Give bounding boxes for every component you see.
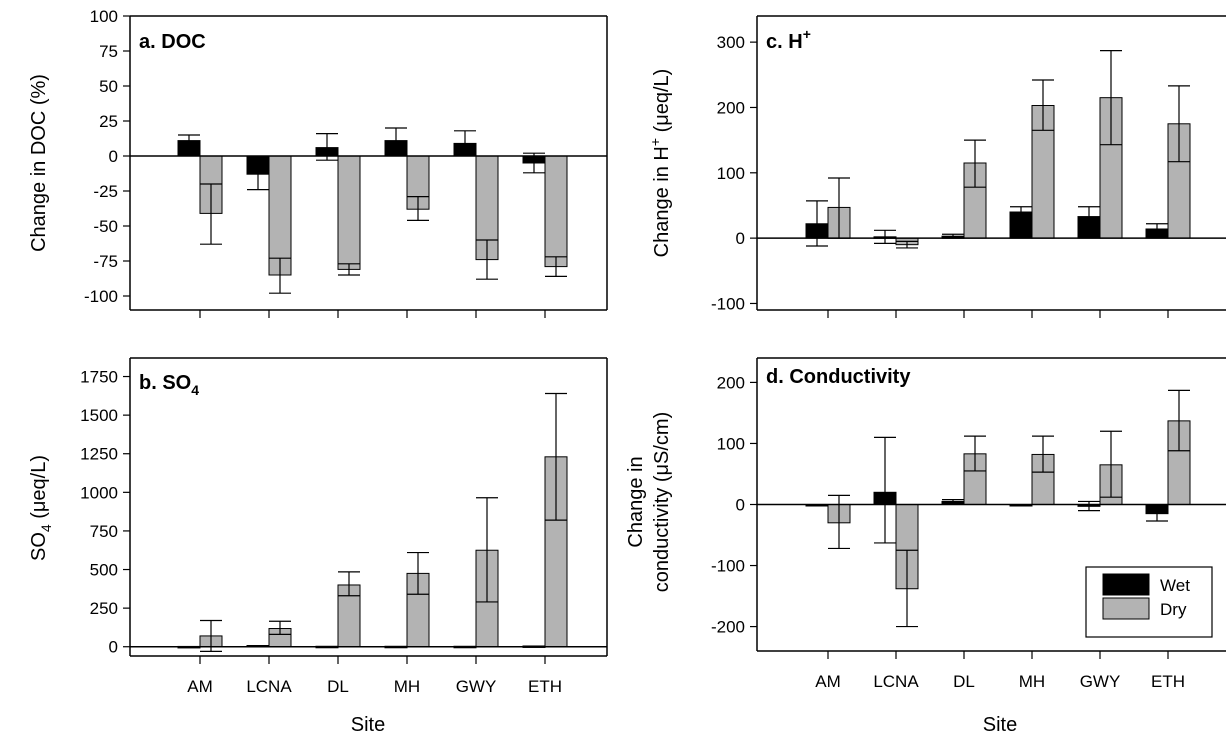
x-axis-title-left: Site — [351, 714, 385, 733]
panel-b-xtick-label: GWY — [456, 677, 497, 696]
panel-b-xtick-label: AM — [187, 677, 213, 696]
panel-a-ytick-label: 75 — [99, 42, 118, 61]
panel-c-title-main: H — [788, 31, 802, 53]
panel-b-ytick-label: 0 — [109, 638, 118, 657]
legend-label-dry: Dry — [1160, 600, 1187, 619]
panel-c-ylabel-text: Change in H+ (μeq/L) — [647, 69, 673, 258]
panel-c-ytick-label: 100 — [717, 164, 745, 183]
panel-d: 200 100 0 -100 -200 AM LCNA DL MH GWY ETH d. Condu… — [625, 357, 1226, 733]
panel-d-xtick-label: MH — [1019, 672, 1045, 691]
panel-c-title: c. H+ — [766, 26, 811, 53]
panel-a-ytick-label: -50 — [93, 217, 118, 236]
x-axis-title-right: Site — [983, 714, 1017, 733]
panel-d-ytick-label: 100 — [717, 434, 745, 453]
legend-swatch-wet — [1102, 573, 1150, 596]
panel-b-ylabel: SO4 (μeq/L) — [28, 455, 54, 561]
panel-a: 100 75 50 25 0 -25 -50 -75 -100 a. DOC Change in… — [28, 7, 608, 318]
panel-a-title-main: DOC — [161, 31, 205, 53]
panel-a-ytick-label: -75 — [93, 252, 118, 271]
panel-b-xtick-label: DL — [327, 677, 349, 696]
panel-b-ytick-label: 1250 — [80, 445, 118, 464]
panel-a-title: a. DOC — [139, 31, 206, 53]
panel-b-title-sub: 4 — [191, 382, 199, 398]
panel-b-title: b. SO4 — [139, 372, 199, 398]
panel-a-bar-dry — [337, 155, 361, 270]
panel-a-ytick-label: 100 — [90, 7, 118, 26]
panel-d-title-main: Conductivity — [789, 366, 911, 388]
panel-b-ytick-label: 750 — [90, 522, 118, 541]
legend-label-wet: Wet — [1160, 576, 1190, 595]
panel-c-title-prefix: c. — [766, 31, 788, 53]
panel-d-ylabel-line1: Change in — [625, 456, 647, 547]
panel-d-ylabel-line2: conductivity (μS/cm) — [651, 412, 673, 592]
panel-d-ytick-label: -100 — [711, 557, 745, 576]
panel-a-ytick-label: 0 — [109, 147, 118, 166]
panel-a-ytick-label: -25 — [93, 182, 118, 201]
panel-b-ytick-label: 250 — [90, 599, 118, 618]
panel-d-title: d. Conductivity — [766, 366, 911, 388]
panel-d-ytick-label: -200 — [711, 618, 745, 637]
panel-a-ytick-label: 50 — [99, 77, 118, 96]
panel-a-bar-dry — [544, 155, 568, 268]
panel-a-ytick-label: 25 — [99, 112, 118, 131]
panel-b-title-prefix: b. — [139, 372, 162, 394]
panel-a-bar-dry — [268, 155, 292, 276]
panel-b-ytick-label: 1500 — [80, 406, 118, 425]
panel-a-ytick-label: -100 — [84, 287, 118, 306]
panel-c-ylabel: Change in H+ (μeq/L) — [647, 69, 673, 258]
panel-a-title-prefix: a. — [139, 31, 161, 53]
legend-swatch-dry — [1102, 597, 1150, 620]
panel-b-xtick-label: ETH — [528, 677, 562, 696]
panel-b-ytick-label: 1000 — [80, 483, 118, 502]
panel-d-xtick-label: DL — [953, 672, 975, 691]
panel-d-xtick-label: GWY — [1080, 672, 1121, 691]
panel-c-title-sup: + — [803, 26, 811, 42]
legend: Wet Dry — [1085, 566, 1213, 638]
panel-b-title-main: SO — [162, 372, 191, 394]
panel-b-ytick-label: 1750 — [80, 368, 118, 387]
panel-a-marks: 100 75 50 25 0 -25 -50 -75 -100 — [84, 7, 608, 318]
panel-a-ylabel: Change in DOC (%) — [28, 74, 50, 252]
panel-d-ytick-label: 0 — [736, 496, 745, 515]
panel-b-ylabel-text: SO4 (μeq/L) — [28, 455, 54, 561]
panel-c-ytick-label: 200 — [717, 98, 745, 117]
panel-c-marks: 300 200 100 0 -100 — [711, 15, 1226, 318]
panel-b: 1750 1500 1250 1000 750 500 250 0 AM LCNA DL MH GWY E… — [28, 357, 608, 733]
panel-c: 300 200 100 0 -100 c. H+ Change in H+ (μeq/L… — [647, 15, 1226, 318]
panel-d-xtick-label: ETH — [1151, 672, 1185, 691]
panel-c-ytick-label: 300 — [717, 33, 745, 52]
panel-d-ytick-label: 200 — [717, 373, 745, 392]
panel-c-ytick-label: 0 — [736, 229, 745, 248]
panel-b-marks: 1750 1500 1250 1000 750 500 250 0 AM LCNA DL MH GWY E… — [80, 357, 608, 696]
panel-b-xtick-label: LCNA — [246, 677, 292, 696]
panel-d-title-prefix: d. — [766, 366, 789, 388]
panel-d-xtick-label: AM — [815, 672, 841, 691]
panel-d-xtick-label: LCNA — [873, 672, 919, 691]
panel-c-ytick-label: -100 — [711, 294, 745, 313]
panel-b-xtick-label: MH — [394, 677, 420, 696]
panel-d-marks: 200 100 0 -100 -200 AM LCNA DL MH GWY ETH — [711, 357, 1226, 691]
panel-b-ytick-label: 500 — [90, 561, 118, 580]
